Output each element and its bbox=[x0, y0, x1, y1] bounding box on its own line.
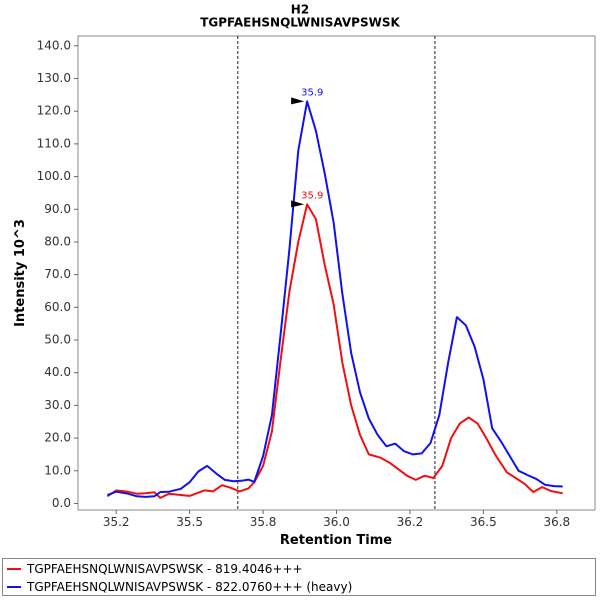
peak-marker bbox=[291, 200, 305, 208]
y-tick-label: 90.0 bbox=[44, 202, 71, 216]
legend-label-heavy: TGPFAEHSNQLWNISAVPSWSK - 822.0760+++ (he… bbox=[27, 580, 353, 594]
x-axis-label: Retention Time bbox=[280, 533, 392, 548]
y-tick-label: 10.0 bbox=[44, 463, 71, 477]
x-tick-label: 36.2 bbox=[397, 515, 424, 529]
legend-item-light: TGPFAEHSNQLWNISAVPSWSK - 819.4046+++ bbox=[7, 560, 303, 578]
series-line-1 bbox=[107, 100, 563, 498]
legend-swatch-light bbox=[7, 568, 21, 570]
chart-subtitle: TGPFAEHSNQLWNISAVPSWSK bbox=[200, 16, 400, 30]
x-tick-label: 35.8 bbox=[250, 515, 277, 529]
y-tick-label: 120.0 bbox=[37, 104, 71, 118]
x-tick-label: 35.5 bbox=[176, 515, 203, 529]
peak-label: 35.9 bbox=[301, 190, 323, 201]
y-tick-label: 80.0 bbox=[44, 234, 71, 248]
x-tick-label: 36.0 bbox=[323, 515, 350, 529]
y-tick-label: 40.0 bbox=[44, 365, 71, 379]
y-tick-label: 100.0 bbox=[37, 169, 71, 183]
peak-label: 35.9 bbox=[301, 87, 323, 98]
series-line-0 bbox=[106, 203, 563, 499]
y-tick-label: 20.0 bbox=[44, 431, 71, 445]
y-tick-label: 30.0 bbox=[44, 398, 71, 412]
plot-area bbox=[77, 35, 596, 511]
legend-label-light: TGPFAEHSNQLWNISAVPSWSK - 819.4046+++ bbox=[27, 562, 303, 576]
y-tick-label: 50.0 bbox=[44, 333, 71, 347]
peak-annotations: 35.9 35.9 bbox=[291, 87, 323, 208]
x-tick-label: 35.2 bbox=[103, 515, 130, 529]
chromatogram-chart: H2 TGPFAEHSNQLWNISAVPSWSK 0.0 10.0 20.0 30.… bbox=[13, 3, 596, 548]
x-axis: 35.2 35.5 35.8 36.0 36.2 36.5 36.8 bbox=[103, 510, 570, 529]
legend: TGPFAEHSNQLWNISAVPSWSK - 819.4046+++ TGP… bbox=[2, 558, 596, 596]
y-tick-label: 140.0 bbox=[37, 38, 71, 52]
y-axis-label: Intensity 10^3 bbox=[13, 219, 28, 327]
y-axis: 0.0 10.0 20.0 30.0 40.0 50.0 60.0 70.0 80.0 90.0 1… bbox=[37, 38, 78, 510]
y-tick-label: 70.0 bbox=[44, 267, 71, 281]
x-tick-label: 36.8 bbox=[543, 515, 570, 529]
y-tick-label: 130.0 bbox=[37, 71, 71, 85]
peak-marker bbox=[291, 97, 305, 105]
y-tick-label: 0.0 bbox=[52, 496, 71, 510]
chart-title: H2 bbox=[291, 3, 309, 17]
legend-item-heavy: TGPFAEHSNQLWNISAVPSWSK - 822.0760+++ (he… bbox=[7, 578, 352, 596]
legend-swatch-heavy bbox=[7, 586, 21, 588]
x-tick-label: 36.5 bbox=[470, 515, 497, 529]
y-tick-label: 110.0 bbox=[37, 136, 71, 150]
y-tick-label: 60.0 bbox=[44, 300, 71, 314]
series-layer bbox=[106, 100, 563, 499]
